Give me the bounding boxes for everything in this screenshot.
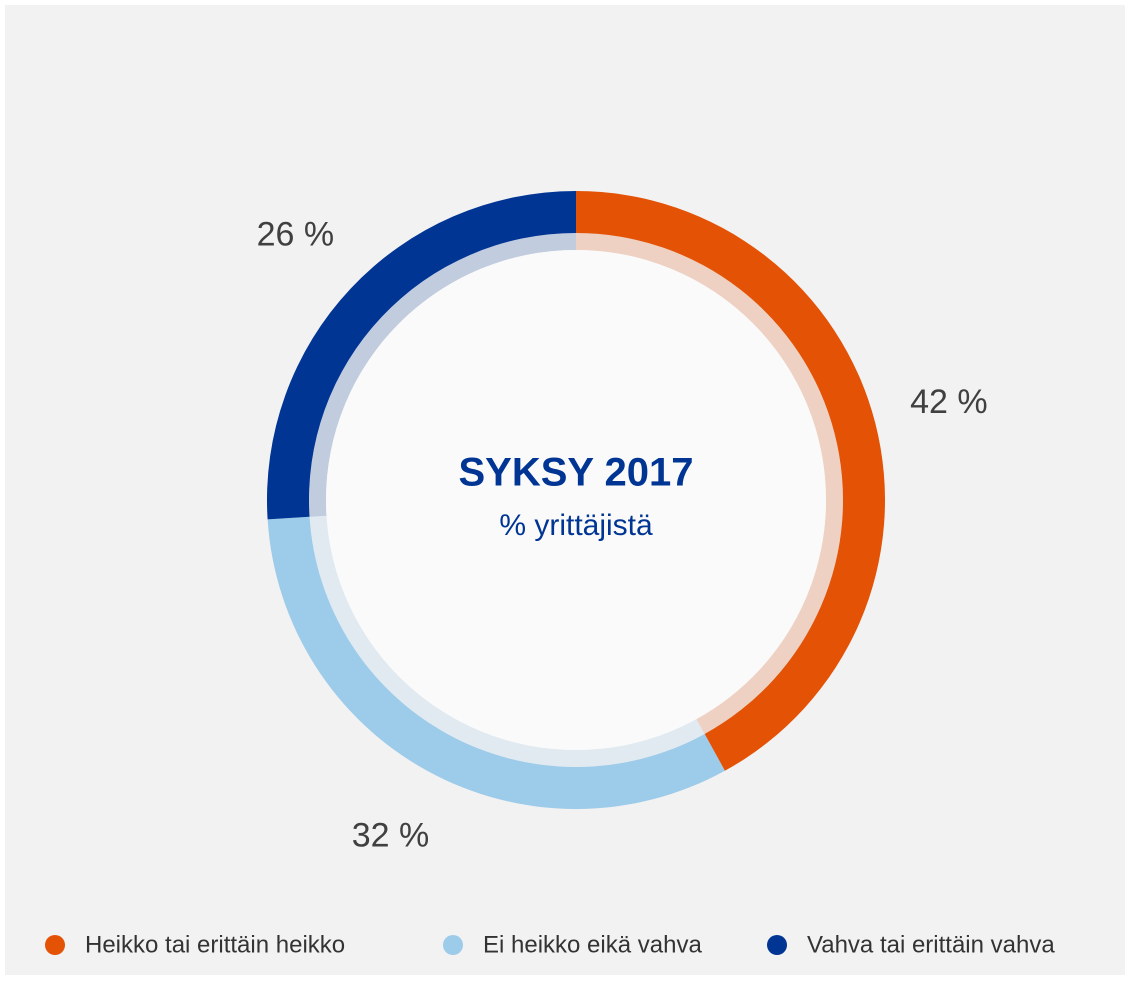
donut-slice <box>267 191 576 520</box>
data-label: 42 % <box>910 383 988 421</box>
data-label: 32 % <box>352 816 430 854</box>
donut-slice <box>267 516 725 809</box>
donut <box>267 191 885 809</box>
legend-marker <box>443 935 463 955</box>
legend-label: Ei heikko eikä vahva <box>483 931 702 958</box>
chart-title: SYKSY 2017 <box>459 451 694 495</box>
donut-slice-inner <box>309 515 705 768</box>
chart-subtitle: % yrittäjistä <box>499 509 653 542</box>
legend-label: Vahva tai erittäin vahva <box>807 931 1055 958</box>
legend-marker <box>767 935 787 955</box>
legend-marker <box>45 935 65 955</box>
donut-hole <box>326 250 826 750</box>
data-label: 26 % <box>257 215 335 253</box>
donut-slice <box>576 191 885 771</box>
legend-label: Heikko tai erittäin heikko <box>85 931 345 958</box>
